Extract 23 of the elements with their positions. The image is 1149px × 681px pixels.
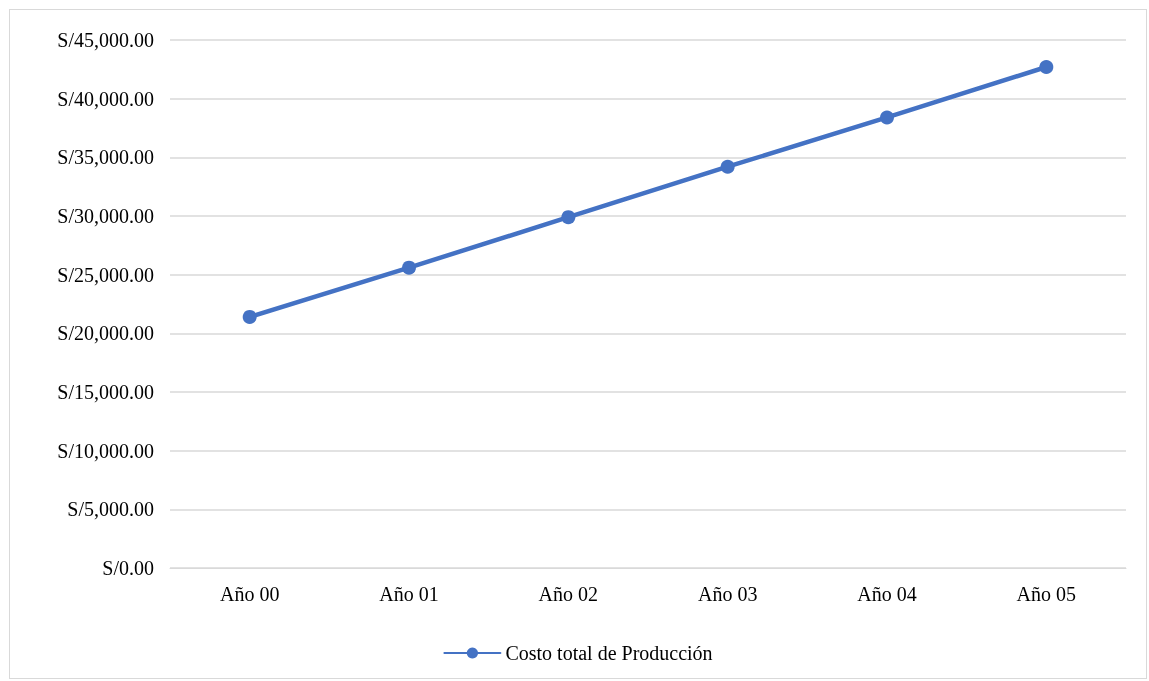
- x-tick-label: Año 03: [697, 583, 758, 605]
- x-tick-label: Año 01: [379, 583, 439, 605]
- point: [720, 159, 735, 174]
- legend-label: Costo total de Producción: [505, 642, 713, 664]
- y-tick-label: S/25,000.00: [57, 263, 154, 286]
- y-tick-label: S/0.00: [102, 557, 154, 579]
- x-tick-label: Año 05: [1016, 583, 1077, 605]
- y-tick-label: S/10,000.00: [57, 439, 154, 462]
- y-tick-label: S/40,000.00: [57, 87, 154, 110]
- point: [242, 309, 257, 324]
- y-tick-label: S/35,000.00: [57, 146, 154, 169]
- y-tick-label: S/20,000.00: [57, 322, 154, 345]
- y-tick-label: S/5,000.00: [67, 498, 154, 521]
- x-tick-label: Año 00: [219, 583, 280, 605]
- y-tick-label: S/15,000.00: [57, 381, 154, 403]
- point: [561, 210, 576, 225]
- point: [402, 260, 416, 275]
- point: [1039, 59, 1054, 74]
- y-tick-label: S/45,000.00: [57, 29, 154, 51]
- y-tick-label: S/30,000.00: [57, 205, 154, 227]
- x-tick-label: Año 04: [857, 583, 917, 605]
- x-tick-label: Año 02: [538, 583, 599, 605]
- point: [880, 110, 894, 125]
